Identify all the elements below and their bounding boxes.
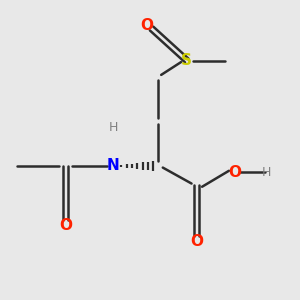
Text: H: H [262, 166, 271, 179]
Text: O: O [190, 234, 203, 249]
Text: O: O [59, 218, 72, 232]
Text: O: O [140, 18, 153, 33]
Text: S: S [181, 53, 192, 68]
Text: O: O [228, 165, 241, 180]
Text: H: H [109, 121, 118, 134]
Text: N: N [107, 158, 120, 173]
